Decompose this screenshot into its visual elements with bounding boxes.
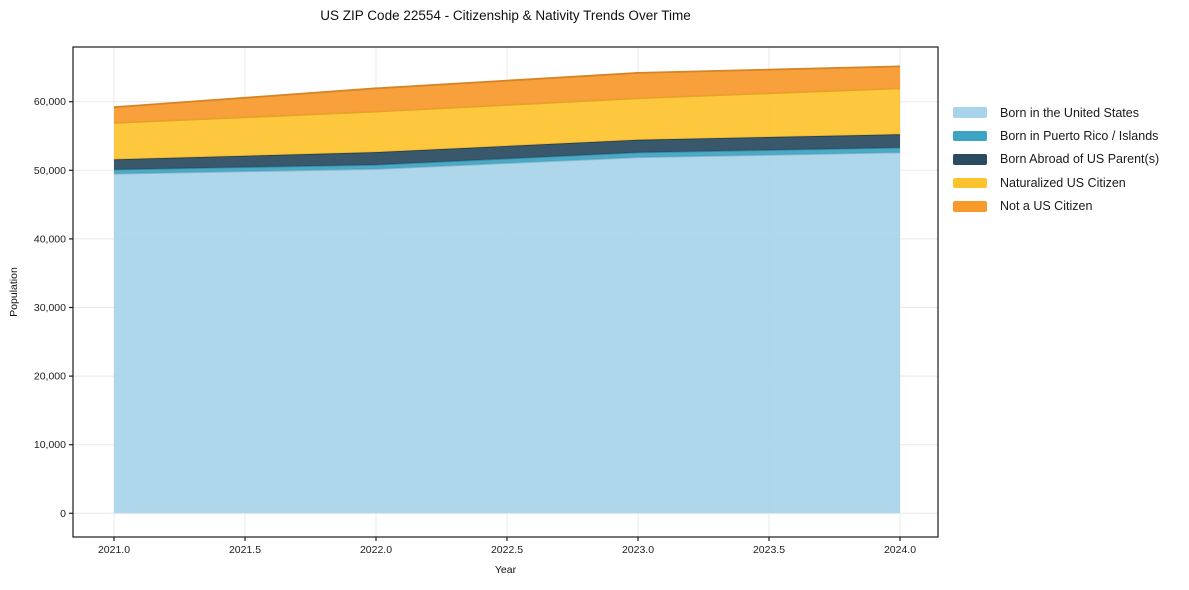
y-axis-label: Population (8, 267, 20, 317)
legend-swatch (953, 177, 987, 189)
x-tick-label: 2021.0 (98, 544, 130, 556)
chart-title: US ZIP Code 22554 - Citizenship & Nativi… (320, 8, 691, 23)
legend-item: Naturalized US Citizen (953, 171, 1159, 194)
legend-swatch (953, 130, 987, 142)
legend-label: Born Abroad of US Parent(s) (1000, 152, 1160, 167)
legend-label: Born in Puerto Rico / Islands (1000, 129, 1159, 144)
legend-item: Born in the United States (953, 101, 1159, 124)
legend: Born in the United States Born in Puerto … (953, 101, 1159, 218)
legend-label: Born in the United States (1000, 105, 1139, 120)
y-tick-label: 20,000 (34, 371, 66, 383)
x-tick-label: 2022.5 (491, 544, 523, 556)
area-series-0 (113, 151, 901, 514)
x-tick-label: 2021.5 (229, 544, 261, 556)
legend-swatch (953, 107, 987, 118)
y-axis-ticks: 0 10,000 20,000 30,000 40,000 50,000 60,000 (34, 96, 73, 520)
legend-swatch (953, 154, 987, 165)
x-axis-ticks: 2021.0 2021.5 2022.0 2022.5 2023.0 2023.5 2024… (98, 537, 916, 556)
x-tick-label: 2024.0 (884, 544, 916, 556)
plot-border (72, 46, 939, 538)
legend-item: Born in Puerto Rico / Islands (953, 124, 1159, 147)
y-tick-label: 60,000 (34, 96, 66, 108)
legend-label: Not a US Citizen (1000, 199, 1093, 214)
area-series-4 (113, 65, 901, 123)
legend-swatch (953, 201, 987, 212)
y-tick-label: 10,000 (34, 439, 66, 451)
legend-item: Not a US Citizen (953, 195, 1159, 218)
x-tick-label: 2022.0 (360, 544, 392, 556)
x-axis-label: Year (494, 564, 517, 576)
legend-item: Born Abroad of US Parent(s) (953, 148, 1159, 171)
y-tick-label: 30,000 (34, 302, 66, 314)
legend-label: Naturalized US Citizen (1000, 175, 1126, 190)
x-tick-label: 2023.5 (753, 544, 785, 556)
y-tick-label: 40,000 (34, 233, 66, 245)
y-tick-label: 0 (60, 508, 66, 520)
x-tick-label: 2023.0 (622, 544, 654, 556)
y-tick-label: 50,000 (34, 165, 66, 177)
